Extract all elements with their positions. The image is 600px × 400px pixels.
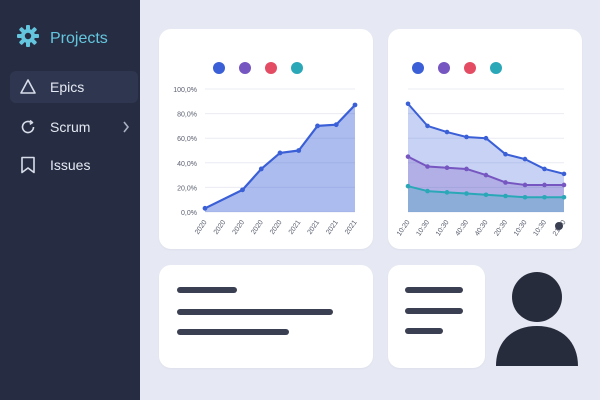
data-point[interactable]: [202, 205, 208, 211]
placeholder-line: [177, 309, 333, 315]
bookmark-icon: [17, 154, 39, 176]
legend-dot-teal[interactable]: [291, 62, 303, 74]
data-point[interactable]: [503, 180, 508, 185]
legend-dot-teal[interactable]: [490, 62, 502, 74]
data-point[interactable]: [503, 193, 508, 199]
x-tick-label: 2021: [344, 219, 359, 236]
data-point[interactable]: [444, 129, 450, 135]
x-tick-label: 10:30: [532, 219, 548, 237]
data-point[interactable]: [405, 154, 411, 159]
data-point[interactable]: [561, 182, 567, 188]
legend-dot-purple[interactable]: [438, 62, 450, 74]
data-point[interactable]: [542, 182, 547, 188]
data-point[interactable]: [315, 123, 320, 129]
chart-legend: [412, 62, 516, 74]
chart-legend: [213, 62, 317, 74]
gear-icon: [16, 24, 40, 53]
data-point[interactable]: [483, 172, 489, 178]
data-point[interactable]: [258, 166, 264, 172]
placeholder-line: [405, 287, 463, 293]
data-point[interactable]: [464, 134, 469, 140]
data-point[interactable]: [240, 187, 245, 193]
sidebar-item-label: Scrum: [50, 119, 91, 135]
scroll-handle[interactable]: [555, 222, 563, 230]
brand-title: Projects: [50, 29, 108, 47]
x-tick-label: 40:30: [474, 219, 490, 237]
placeholder-line: [405, 308, 463, 314]
data-point[interactable]: [542, 166, 547, 172]
data-point[interactable]: [522, 182, 528, 188]
data-point[interactable]: [464, 191, 469, 196]
data-point[interactable]: [425, 164, 430, 169]
x-tick-label: 20:30: [493, 219, 509, 237]
y-tick-label: 0,0%: [181, 210, 197, 217]
sidebar-item-epics[interactable]: Epics: [10, 71, 138, 103]
placeholder-line: [405, 328, 443, 334]
series-area: [205, 104, 355, 212]
placeholder-line: [177, 329, 289, 335]
x-tick-label: 2021: [288, 219, 303, 236]
legend-dot-red[interactable]: [464, 62, 476, 74]
sidebar-item-issues[interactable]: Issues: [10, 149, 138, 181]
x-tick-label: 10:30: [513, 219, 529, 237]
data-point[interactable]: [425, 188, 430, 194]
x-tick-label: 2020: [231, 219, 246, 236]
chevron-right-icon[interactable]: [122, 120, 130, 136]
sidebar-item-label: Epics: [50, 79, 85, 95]
data-point[interactable]: [522, 156, 528, 162]
data-point[interactable]: [483, 135, 489, 141]
text-card-left: [159, 265, 373, 368]
x-tick-label: 10:30: [415, 219, 431, 237]
data-point[interactable]: [464, 166, 469, 172]
data-point[interactable]: [296, 148, 302, 153]
y-tick-label: 40,0%: [177, 161, 197, 168]
x-tick-label: 2020: [250, 219, 265, 236]
chart-card-trend: 10:20 10:30 10:30 40:30 40:30 20:30 10:30 10:30…: [388, 29, 582, 249]
refresh-icon: [17, 116, 39, 138]
sidebar: Projects Epics Scrum Issues: [0, 0, 140, 400]
x-tick-label: 40:30: [454, 219, 470, 237]
trend-area-chart: 10:20 10:30 10:30 40:30 40:30 20:30 10:30 10:30…: [396, 88, 568, 238]
x-tick-label: 2021: [306, 219, 321, 236]
x-tick-label: 2020: [269, 219, 284, 236]
data-point[interactable]: [425, 123, 430, 129]
data-point[interactable]: [542, 194, 547, 200]
y-tick-label: 60,0%: [177, 136, 197, 143]
data-point[interactable]: [503, 151, 508, 157]
y-tick-label: 20,0%: [177, 185, 197, 192]
legend-dot-blue[interactable]: [213, 62, 225, 74]
data-point[interactable]: [444, 190, 450, 195]
legend-dot-blue[interactable]: [412, 62, 424, 74]
sidebar-item-scrum[interactable]: Scrum: [10, 111, 138, 143]
x-tick-label: 2021: [325, 219, 340, 236]
placeholder-line: [177, 287, 237, 293]
x-tick-label: 10:20: [396, 219, 412, 237]
legend-dot-purple[interactable]: [239, 62, 251, 74]
data-point[interactable]: [444, 165, 450, 171]
y-tick-label: 100,0%: [173, 87, 197, 94]
triangle-icon: [17, 76, 39, 98]
data-point[interactable]: [483, 192, 489, 198]
data-point[interactable]: [333, 122, 339, 128]
text-card-right: [388, 265, 485, 368]
brand[interactable]: Projects: [16, 24, 108, 53]
data-point[interactable]: [522, 194, 528, 200]
x-tick-label: 2020: [213, 219, 228, 236]
y-tick-label: 80,0%: [177, 112, 197, 119]
sidebar-item-label: Issues: [50, 157, 91, 173]
x-tick-label: 2020: [194, 219, 209, 236]
data-point[interactable]: [405, 183, 411, 189]
data-point[interactable]: [405, 101, 411, 107]
progress-area-chart: 100,0%80,0%60,0%40,0%20,0%0,0%2020 2020 20…: [173, 87, 359, 236]
x-tick-label: 10:30: [435, 219, 451, 237]
data-point[interactable]: [277, 150, 283, 156]
data-point[interactable]: [352, 102, 358, 108]
data-point[interactable]: [561, 171, 567, 177]
data-point[interactable]: [561, 194, 567, 200]
user-avatar-icon[interactable]: [494, 270, 580, 368]
chart-card-progress: 100,0% 80,0% 60,0% 40,0% 20,0% 0,0% 2020 2020 20…: [159, 29, 373, 249]
series-line: [204, 104, 356, 210]
legend-dot-red[interactable]: [265, 62, 277, 74]
